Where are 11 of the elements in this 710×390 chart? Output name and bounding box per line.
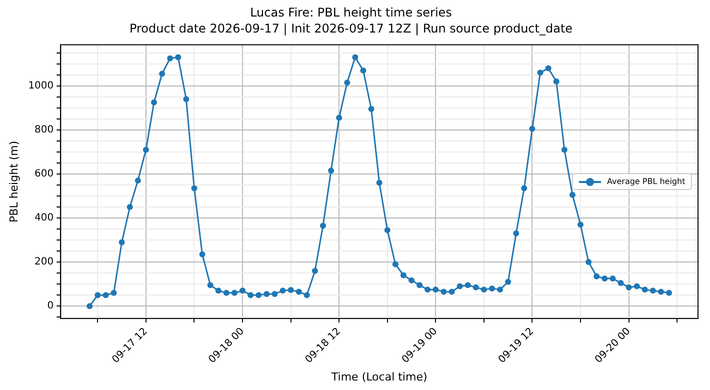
chart-title: Lucas Fire: PBL height time series — [250, 5, 452, 20]
legend-label: Average PBL height — [607, 177, 686, 186]
x-axis-title: Time (Local time) — [330, 370, 428, 384]
y-tick-label: 600 — [34, 168, 54, 180]
y-tick-label: 400 — [34, 212, 54, 224]
y-tick-label: 200 — [34, 256, 54, 268]
y-tick-label: 800 — [34, 124, 54, 136]
y-axis-title: PBL height (m) — [7, 140, 20, 222]
y-tick-label: 1000 — [28, 80, 54, 92]
chart-subtitle: Product date 2026-09-17 | Init 2026-09-17 12Z | Run source product_date — [129, 22, 573, 36]
y-tick-label: 0 — [47, 300, 54, 312]
